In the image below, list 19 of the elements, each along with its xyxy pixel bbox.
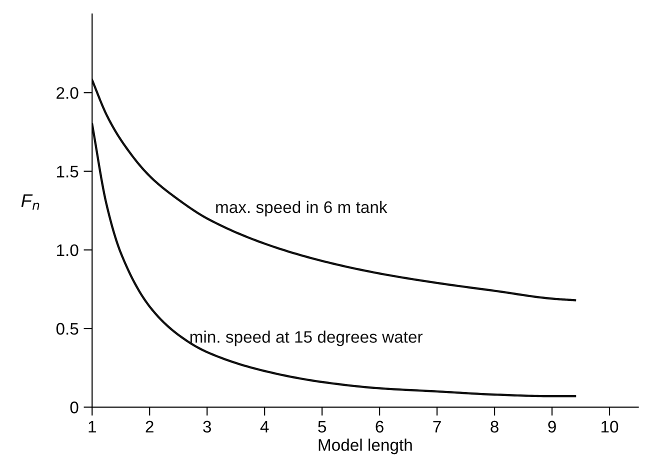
y-tick-label: 0 [70,402,78,414]
y-axis-title: F$_{n}$ [21,194,40,210]
annotation: min. speed at 15 degrees water [190,330,423,346]
x-tick-label: 9 [548,420,556,433]
annotation: max. speed in 6 m tank [216,200,388,216]
x-tick-label: 10 [602,420,618,433]
x-axis-title: Model length [318,438,412,454]
y-tick-label: 0.5 [56,322,78,335]
x-tick-label: 7 [433,420,441,432]
x-tick-label: 2 [146,420,154,432]
x-tick-label: 1 [88,420,96,432]
x-tick-label: 5 [318,420,326,433]
y-tick-label: 1.5 [57,166,78,178]
x-tick-label: 3 [203,420,211,433]
x-tick-label: 8 [490,420,498,433]
x-tick-label: 6 [376,420,384,433]
y-tick-label: 2.0 [56,87,78,99]
y-tick-label: 1.0 [57,244,78,256]
x-tick-label: 4 [260,420,269,432]
